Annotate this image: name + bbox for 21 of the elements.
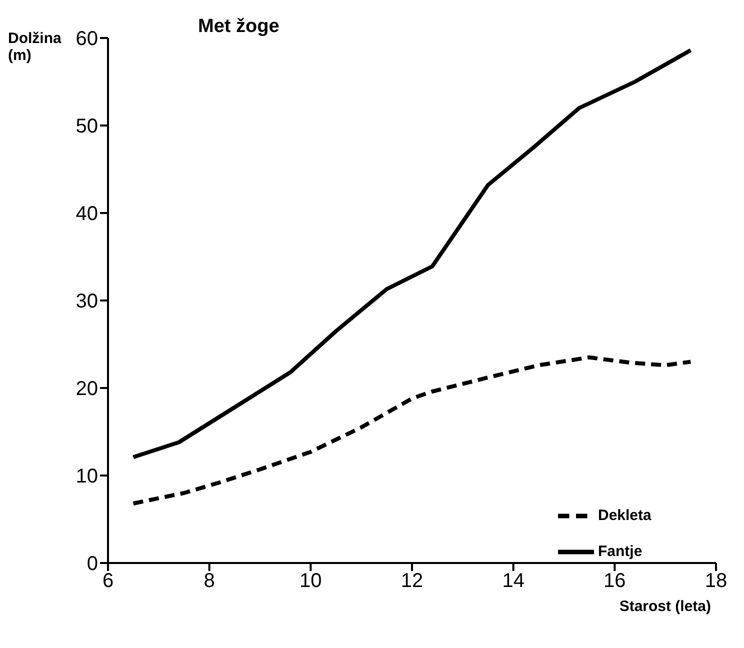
y-tick-label: 0 <box>86 553 98 576</box>
y-tick-label: 40 <box>76 203 98 226</box>
y-tick-label: 10 <box>76 466 98 488</box>
x-tick-label: 10 <box>300 570 322 592</box>
line-series <box>131 355 693 506</box>
y-axis-title: Dolžina (m) <box>8 30 62 64</box>
legend-label: Fantje <box>598 543 642 560</box>
x-tick-label: 6 <box>102 570 114 592</box>
chart-title: Met žoge <box>198 16 280 38</box>
x-tick-label: 18 <box>704 570 728 592</box>
x-axis-title: Starost (leta) <box>619 598 711 615</box>
y-tick-label: 60 <box>76 28 98 50</box>
x-tick-label: 8 <box>204 570 215 592</box>
y-tick-label: 50 <box>76 116 98 138</box>
x-tick-label: 16 <box>604 570 626 592</box>
x-tick-label: 12 <box>400 570 424 592</box>
y-tick-label: 20 <box>76 378 98 400</box>
line-series <box>131 48 693 460</box>
legend-label: Dekleta <box>598 507 652 524</box>
y-tick-label: 30 <box>76 290 98 313</box>
x-tick-label: 14 <box>502 570 524 592</box>
